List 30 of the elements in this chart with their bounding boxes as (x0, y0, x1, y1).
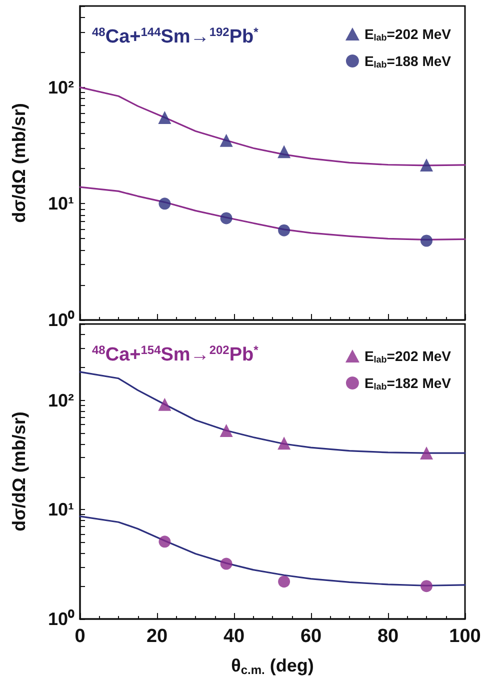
point (158, 536, 171, 548)
y-tick-label: 10⁰ (48, 310, 75, 330)
x-tick-label: 0 (74, 626, 86, 647)
y-axis-title: dσ/dΩ (mb/sr) (9, 412, 29, 532)
y-axis-title: dσ/dΩ (mb/sr) (9, 103, 29, 223)
point (420, 234, 432, 247)
x-tick-label: 80 (377, 626, 399, 647)
x-tick-label: 100 (449, 626, 481, 647)
point (220, 558, 232, 570)
y-tick-label: 10² (48, 77, 74, 98)
point (278, 224, 290, 236)
point (158, 198, 171, 210)
point (220, 134, 233, 147)
point (278, 436, 291, 450)
x-tick-label: 40 (223, 626, 245, 647)
point (420, 446, 433, 460)
y-tick-label: 10² (48, 390, 74, 410)
y-tick-label: 10¹ (48, 500, 74, 520)
y-tick-label: 10¹ (48, 194, 74, 214)
point (278, 145, 291, 158)
point (420, 158, 433, 172)
x-tick-label: 20 (146, 626, 168, 647)
point (278, 576, 290, 588)
point (420, 580, 432, 592)
x-tick-label: 60 (300, 626, 322, 647)
point (220, 424, 233, 438)
y-tick-label: 10⁰ (48, 609, 75, 629)
point (220, 212, 232, 224)
point (158, 111, 172, 124)
point (158, 398, 172, 411)
